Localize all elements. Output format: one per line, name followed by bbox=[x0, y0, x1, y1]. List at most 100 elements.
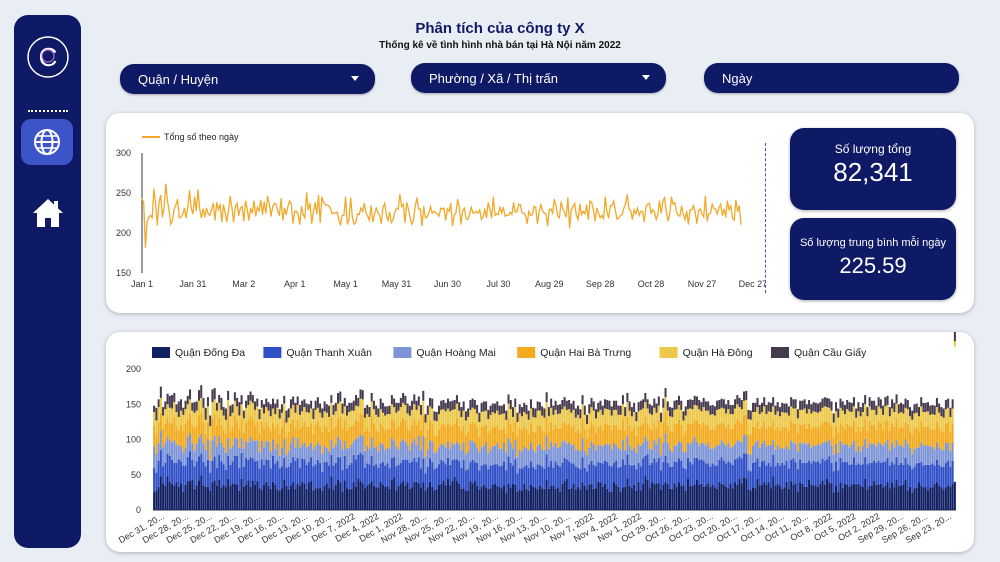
bar-segment bbox=[413, 438, 416, 458]
bar-segment bbox=[536, 464, 539, 490]
bar-segment bbox=[269, 404, 272, 417]
bar-segment bbox=[173, 417, 176, 441]
bar-segment bbox=[507, 403, 510, 419]
bar-segment bbox=[574, 489, 577, 511]
bar-segment bbox=[556, 447, 559, 465]
nav-home-button[interactable] bbox=[28, 195, 68, 231]
bar-segment bbox=[669, 416, 672, 432]
bar-segment bbox=[532, 467, 535, 487]
bar-segment bbox=[837, 417, 840, 433]
line-point bbox=[270, 215, 272, 217]
line-point bbox=[200, 217, 202, 219]
bar-segment bbox=[891, 399, 894, 409]
bar-segment bbox=[399, 407, 402, 422]
bar-segment bbox=[476, 404, 479, 414]
bar-segment bbox=[698, 409, 701, 424]
bar-segment bbox=[386, 428, 389, 448]
bar-segment bbox=[713, 465, 716, 488]
bar-segment bbox=[621, 395, 624, 405]
bar-segment bbox=[195, 461, 198, 486]
bar-segment bbox=[711, 414, 714, 429]
bar-segment bbox=[411, 461, 414, 488]
bar-segment bbox=[516, 473, 519, 492]
bar-segment bbox=[202, 422, 205, 444]
bar-segment bbox=[637, 411, 640, 427]
bar-segment bbox=[911, 469, 914, 493]
bar-segment bbox=[319, 427, 322, 446]
bar-segment bbox=[603, 399, 606, 409]
line-point bbox=[513, 202, 515, 204]
bar-segment bbox=[947, 485, 950, 510]
bar-segment bbox=[442, 400, 445, 410]
bar-segment bbox=[949, 486, 952, 511]
bar-segment bbox=[446, 398, 449, 409]
bar-segment bbox=[440, 459, 443, 484]
bar-segment bbox=[590, 407, 593, 422]
bar-segment bbox=[738, 421, 741, 441]
bar-segment bbox=[743, 391, 746, 401]
bar-segment bbox=[590, 397, 593, 408]
bar-segment bbox=[642, 483, 645, 510]
bar-segment bbox=[471, 483, 474, 510]
line-point bbox=[606, 210, 608, 212]
bar-segment bbox=[424, 437, 427, 458]
bar-segment bbox=[861, 486, 864, 511]
bar-segment bbox=[579, 451, 582, 470]
bar-segment bbox=[677, 404, 680, 420]
line-point bbox=[148, 216, 150, 218]
bar-segment bbox=[682, 435, 685, 453]
bar-segment bbox=[186, 481, 189, 510]
bar-segment bbox=[460, 431, 463, 451]
line-point bbox=[144, 246, 146, 248]
bar-segment bbox=[296, 404, 299, 420]
bar-segment bbox=[527, 433, 530, 451]
bar-segment bbox=[363, 417, 366, 432]
bar-segment bbox=[269, 488, 272, 510]
line-point bbox=[401, 206, 403, 208]
x-tick-label: Mar 2 bbox=[232, 279, 255, 289]
bar-segment bbox=[621, 459, 624, 488]
bar-segment bbox=[610, 449, 613, 467]
bar-segment bbox=[258, 468, 261, 489]
bar-segment bbox=[752, 487, 755, 510]
bar-segment bbox=[523, 467, 526, 484]
bar-segment bbox=[904, 479, 907, 511]
bar-segment bbox=[157, 422, 160, 444]
bar-segment bbox=[404, 485, 407, 510]
line-point bbox=[212, 202, 214, 204]
line-point bbox=[151, 217, 153, 219]
bar-segment bbox=[323, 486, 326, 510]
nav-globe-button[interactable] bbox=[21, 119, 73, 165]
line-point bbox=[379, 214, 381, 216]
x-tick-label: Sep 28 bbox=[586, 279, 615, 289]
bar-segment bbox=[460, 407, 463, 417]
line-chart-card: 150 200 250 300 Jan 1 Jan 31 Mar 2 Apr 1 May 1 Ma… bbox=[106, 113, 974, 313]
bar-segment bbox=[931, 446, 934, 464]
bar-segment bbox=[615, 484, 618, 510]
bar-segment bbox=[754, 412, 757, 427]
bar-segment bbox=[220, 397, 223, 410]
district-dropdown[interactable]: Quận / Huyện bbox=[120, 64, 375, 94]
bar-segment bbox=[372, 447, 375, 466]
bar-segment bbox=[489, 429, 492, 450]
bar-segment bbox=[480, 486, 483, 511]
bar-segment bbox=[760, 426, 763, 444]
bar-segment bbox=[307, 412, 310, 427]
bar-segment bbox=[552, 446, 555, 468]
date-filter[interactable]: Ngày bbox=[704, 63, 959, 93]
bar-segment bbox=[913, 428, 916, 449]
bar-segment bbox=[857, 445, 860, 464]
sidebar: C bbox=[14, 15, 81, 548]
bar-segment bbox=[547, 431, 550, 449]
line-point bbox=[558, 217, 560, 219]
bar-segment bbox=[935, 397, 938, 408]
bar-segment bbox=[579, 489, 582, 511]
bar-segment bbox=[877, 442, 880, 461]
bar-segment bbox=[251, 395, 254, 403]
bar-segment bbox=[511, 448, 515, 466]
ward-dropdown[interactable]: Phường / Xã / Thị trấn bbox=[411, 63, 666, 93]
line-point bbox=[725, 216, 727, 218]
bar-segment bbox=[852, 457, 855, 484]
bar-segment bbox=[386, 486, 389, 510]
bar-segment bbox=[247, 395, 250, 405]
